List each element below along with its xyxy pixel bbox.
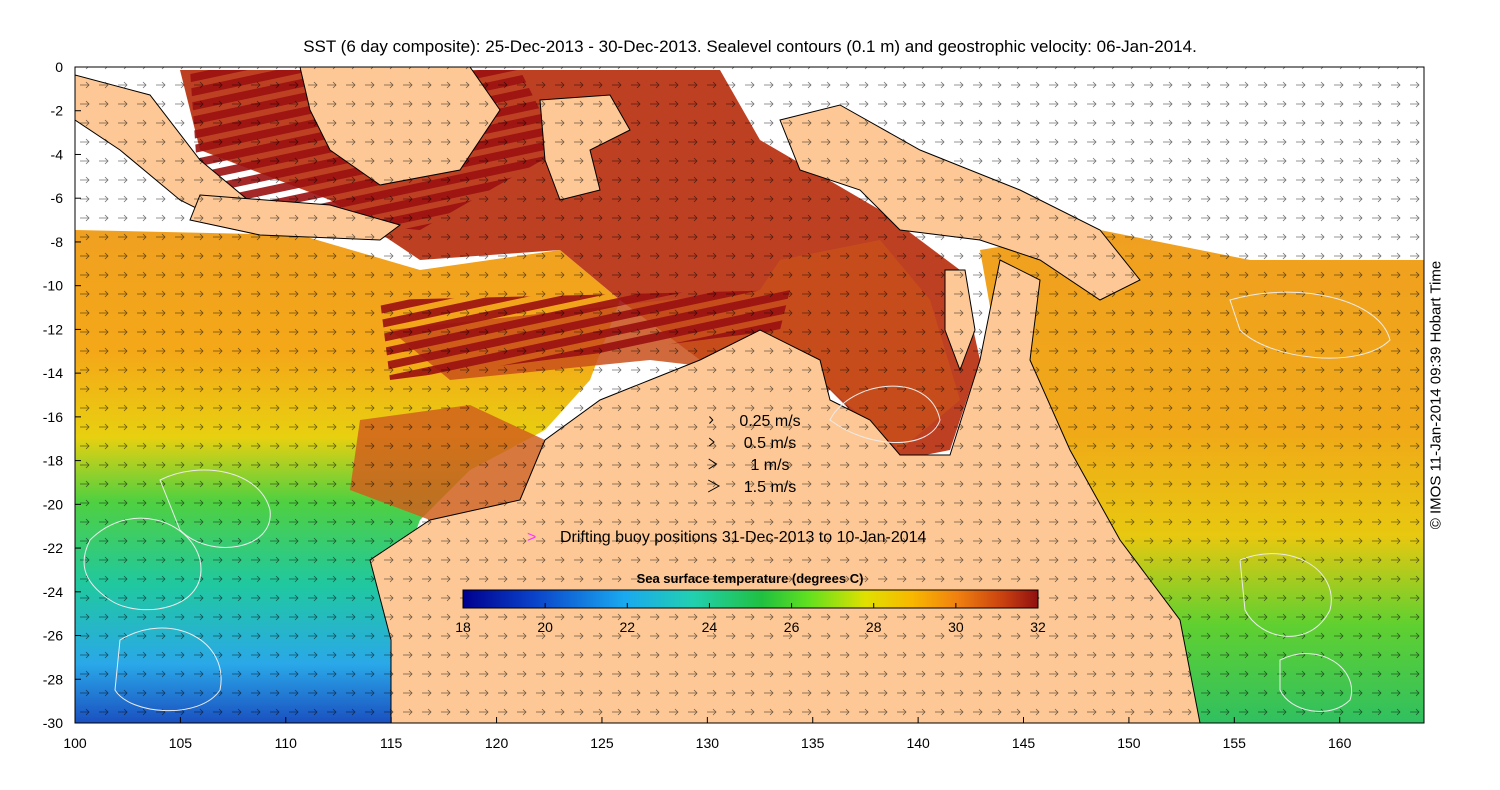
colorbar-tick-label: 32 — [1030, 619, 1046, 635]
colorbar-tick-label: 26 — [784, 619, 800, 635]
x-tick-label: 140 — [906, 735, 930, 751]
velocity-scale-arrow — [707, 479, 721, 493]
velocity-scale-arrow — [708, 437, 715, 447]
y-tick-label: -18 — [43, 453, 63, 469]
y-tick-label: -8 — [51, 234, 64, 250]
x-tick-label: 105 — [169, 735, 193, 751]
y-axis: 0 -2 -4 -6 -8 -10 -12 -14 -16 -18 -20 -22 -24 -26 -28 -… — [43, 59, 81, 731]
x-tick-label: 135 — [801, 735, 825, 751]
colorbar-title: Sea surface temperature (degrees C) — [637, 571, 864, 586]
x-tick-label: 160 — [1328, 735, 1352, 751]
y-tick-label: -16 — [43, 409, 63, 425]
y-tick-label: -24 — [43, 584, 63, 600]
y-tick-label: -10 — [43, 278, 63, 294]
map-frame — [74, 66, 1425, 724]
y-tick-label: -20 — [43, 496, 63, 512]
colorbar-tick-label: 30 — [948, 619, 964, 635]
y-tick-label: -26 — [43, 628, 63, 644]
colorbar-tick-label: 28 — [866, 619, 882, 635]
y-tick-label: -22 — [43, 540, 63, 556]
velocity-scale-label: 1 m/s — [750, 457, 789, 474]
x-tick-label: 115 — [380, 735, 403, 751]
map-field — [75, 67, 1424, 723]
y-tick-label: -30 — [43, 715, 63, 731]
y-tick-label: -2 — [51, 103, 64, 119]
sealevel-contours — [83, 291, 1391, 712]
buoy-legend-label: Drifting buoy positions 31-Dec-2013 to 1… — [560, 529, 927, 546]
colorbar: Sea surface temperature (degrees C) 18 20… — [455, 571, 1046, 635]
velocity-scale-arrow — [708, 458, 718, 470]
x-tick-label: 150 — [1117, 735, 1141, 751]
copyright-text: © IMOS 11-Jan-2014 09:39 Hobart Time — [1427, 260, 1445, 530]
geostrophic-velocity-arrows — [75, 67, 1424, 723]
velocity-scale-arrow — [709, 416, 714, 424]
x-tick-label: 100 — [63, 735, 87, 751]
colorbar-tick-label: 22 — [619, 619, 635, 635]
y-tick-label: -4 — [51, 146, 64, 162]
colorbar-gradient — [462, 589, 1039, 609]
x-tick-label: 155 — [1223, 735, 1247, 751]
velocity-legend: 0.25 m/s 0.5 m/s 1 m/s 1.5 m/s — [707, 413, 801, 496]
x-tick-label: 130 — [696, 735, 720, 751]
colorbar-tick-label: 24 — [702, 619, 718, 635]
velocity-scale-label: 0.25 m/s — [739, 413, 800, 430]
y-tick-label: -28 — [43, 671, 63, 687]
x-tick-label: 120 — [485, 735, 509, 751]
y-tick-label: -6 — [51, 190, 64, 206]
buoy-legend: > Drifting buoy positions 31-Dec-2013 to… — [527, 529, 927, 546]
map-title: SST (6 day composite): 25-Dec-2013 - 30-… — [303, 37, 1197, 56]
x-tick-label: 145 — [1012, 735, 1036, 751]
buoy-marker: > — [527, 529, 536, 546]
velocity-scale-label: 0.5 m/s — [744, 435, 796, 452]
colorbar-tick-label: 20 — [537, 619, 553, 635]
y-tick-label: 0 — [55, 59, 63, 75]
x-tick-label: 110 — [275, 735, 298, 751]
x-axis: 100 105 110 115 120 125 130 135 140 145 150 155 160 — [63, 717, 1352, 751]
y-tick-label: -12 — [43, 321, 63, 337]
y-tick-label: -14 — [43, 365, 63, 381]
velocity-scale-label: 1.5 m/s — [744, 479, 796, 496]
colorbar-tick-label: 18 — [455, 619, 471, 635]
x-tick-label: 125 — [590, 735, 614, 751]
